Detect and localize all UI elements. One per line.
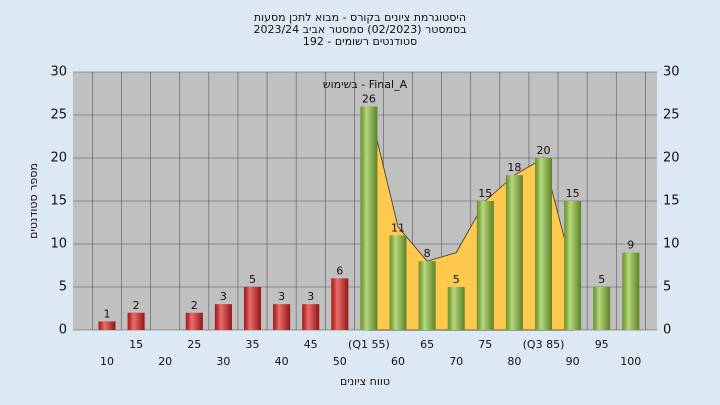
bar-shade — [244, 287, 261, 330]
value-label: 3 — [307, 290, 314, 303]
value-label: 6 — [336, 264, 343, 277]
bar-shade — [622, 252, 640, 330]
bar-shade — [98, 321, 116, 330]
y-tick-label: 30 — [50, 65, 67, 80]
x-tick-label: 90 — [566, 355, 580, 368]
value-label: 2 — [191, 299, 198, 312]
x-tick-label: (Q1 55) — [348, 338, 390, 351]
y2-tick-label: 20 — [663, 151, 680, 166]
x-tick-label: 10 — [100, 355, 114, 368]
title-line: היסטוגרמת ציונים בקורס - מבוא לתכן מסעות — [254, 11, 466, 24]
y2-tick-label: 15 — [663, 194, 680, 209]
value-label: 1 — [104, 307, 111, 320]
bar-shade — [273, 304, 291, 330]
y-tick-label: 5 — [59, 280, 67, 295]
value-label: 3 — [278, 290, 285, 303]
y-tick-label: 15 — [50, 194, 67, 209]
x-tick-label: 100 — [620, 355, 641, 368]
bar-shade — [476, 201, 494, 330]
y-tick-label: 0 — [59, 323, 67, 338]
x-tick-label: 20 — [158, 355, 172, 368]
bar-shade — [127, 312, 145, 330]
value-label: 15 — [478, 187, 492, 200]
bar-shade — [214, 304, 232, 330]
x-tick-label: 50 — [333, 355, 347, 368]
value-label: 5 — [598, 273, 605, 286]
value-label: 11 — [391, 221, 405, 234]
bar-shade — [505, 175, 523, 330]
y-axis-label: מספר סטודנטים — [27, 163, 40, 239]
value-label: 26 — [362, 92, 376, 105]
value-label: 8 — [424, 247, 431, 260]
bar-shade — [564, 201, 582, 330]
x-tick-label: 70 — [449, 355, 463, 368]
y-tick-label: 20 — [50, 151, 67, 166]
bar-shade — [593, 287, 611, 330]
x-tick-label: 30 — [216, 355, 230, 368]
x-tick-label: 65 — [420, 338, 434, 351]
x-tick-label: 40 — [275, 355, 289, 368]
y2-tick-label: 5 — [663, 280, 671, 295]
x-tick-label: (Q3 85) — [523, 338, 565, 351]
bar-shade — [389, 235, 407, 330]
x-tick-label: 60 — [391, 355, 405, 368]
value-label: 5 — [453, 273, 460, 286]
y-tick-label: 10 — [50, 237, 67, 252]
x-tick-label: 45 — [304, 338, 318, 351]
value-label: 3 — [220, 290, 227, 303]
y2-tick-label: 10 — [663, 237, 680, 252]
bar-shade — [447, 287, 465, 330]
y2-tick-label: 30 — [663, 65, 680, 80]
value-label: 15 — [566, 187, 580, 200]
value-label: 2 — [133, 299, 140, 312]
value-label: 18 — [507, 161, 521, 174]
bar-shade — [418, 261, 436, 330]
y-tick-label: 25 — [50, 108, 67, 123]
x-tick-label: 80 — [507, 355, 521, 368]
x-tick-label: 75 — [478, 338, 492, 351]
x-tick-label: 25 — [187, 338, 201, 351]
title-line: בסמסטר (02/2023) סמסטר אביב 2023/24 — [253, 23, 466, 36]
x-tick-label: 95 — [595, 338, 609, 351]
bar-shade — [185, 312, 203, 330]
y2-tick-label: 25 — [663, 108, 680, 123]
bar-shade — [302, 304, 320, 330]
x-tick-label: 35 — [246, 338, 260, 351]
title-line: סטודנטים רשומים - 192 — [303, 35, 417, 48]
x-axis-label: טווח ציונים — [340, 375, 390, 388]
value-label: 9 — [627, 239, 634, 252]
value-label: 20 — [537, 144, 551, 157]
value-label: 5 — [249, 273, 256, 286]
bar-shade — [535, 158, 552, 330]
bar-shade — [331, 278, 349, 330]
x-tick-label: 15 — [129, 338, 143, 351]
bar-shade — [360, 106, 378, 331]
y2-tick-label: 0 — [663, 323, 671, 338]
annotation: בשימוש - Final_A — [323, 78, 408, 91]
